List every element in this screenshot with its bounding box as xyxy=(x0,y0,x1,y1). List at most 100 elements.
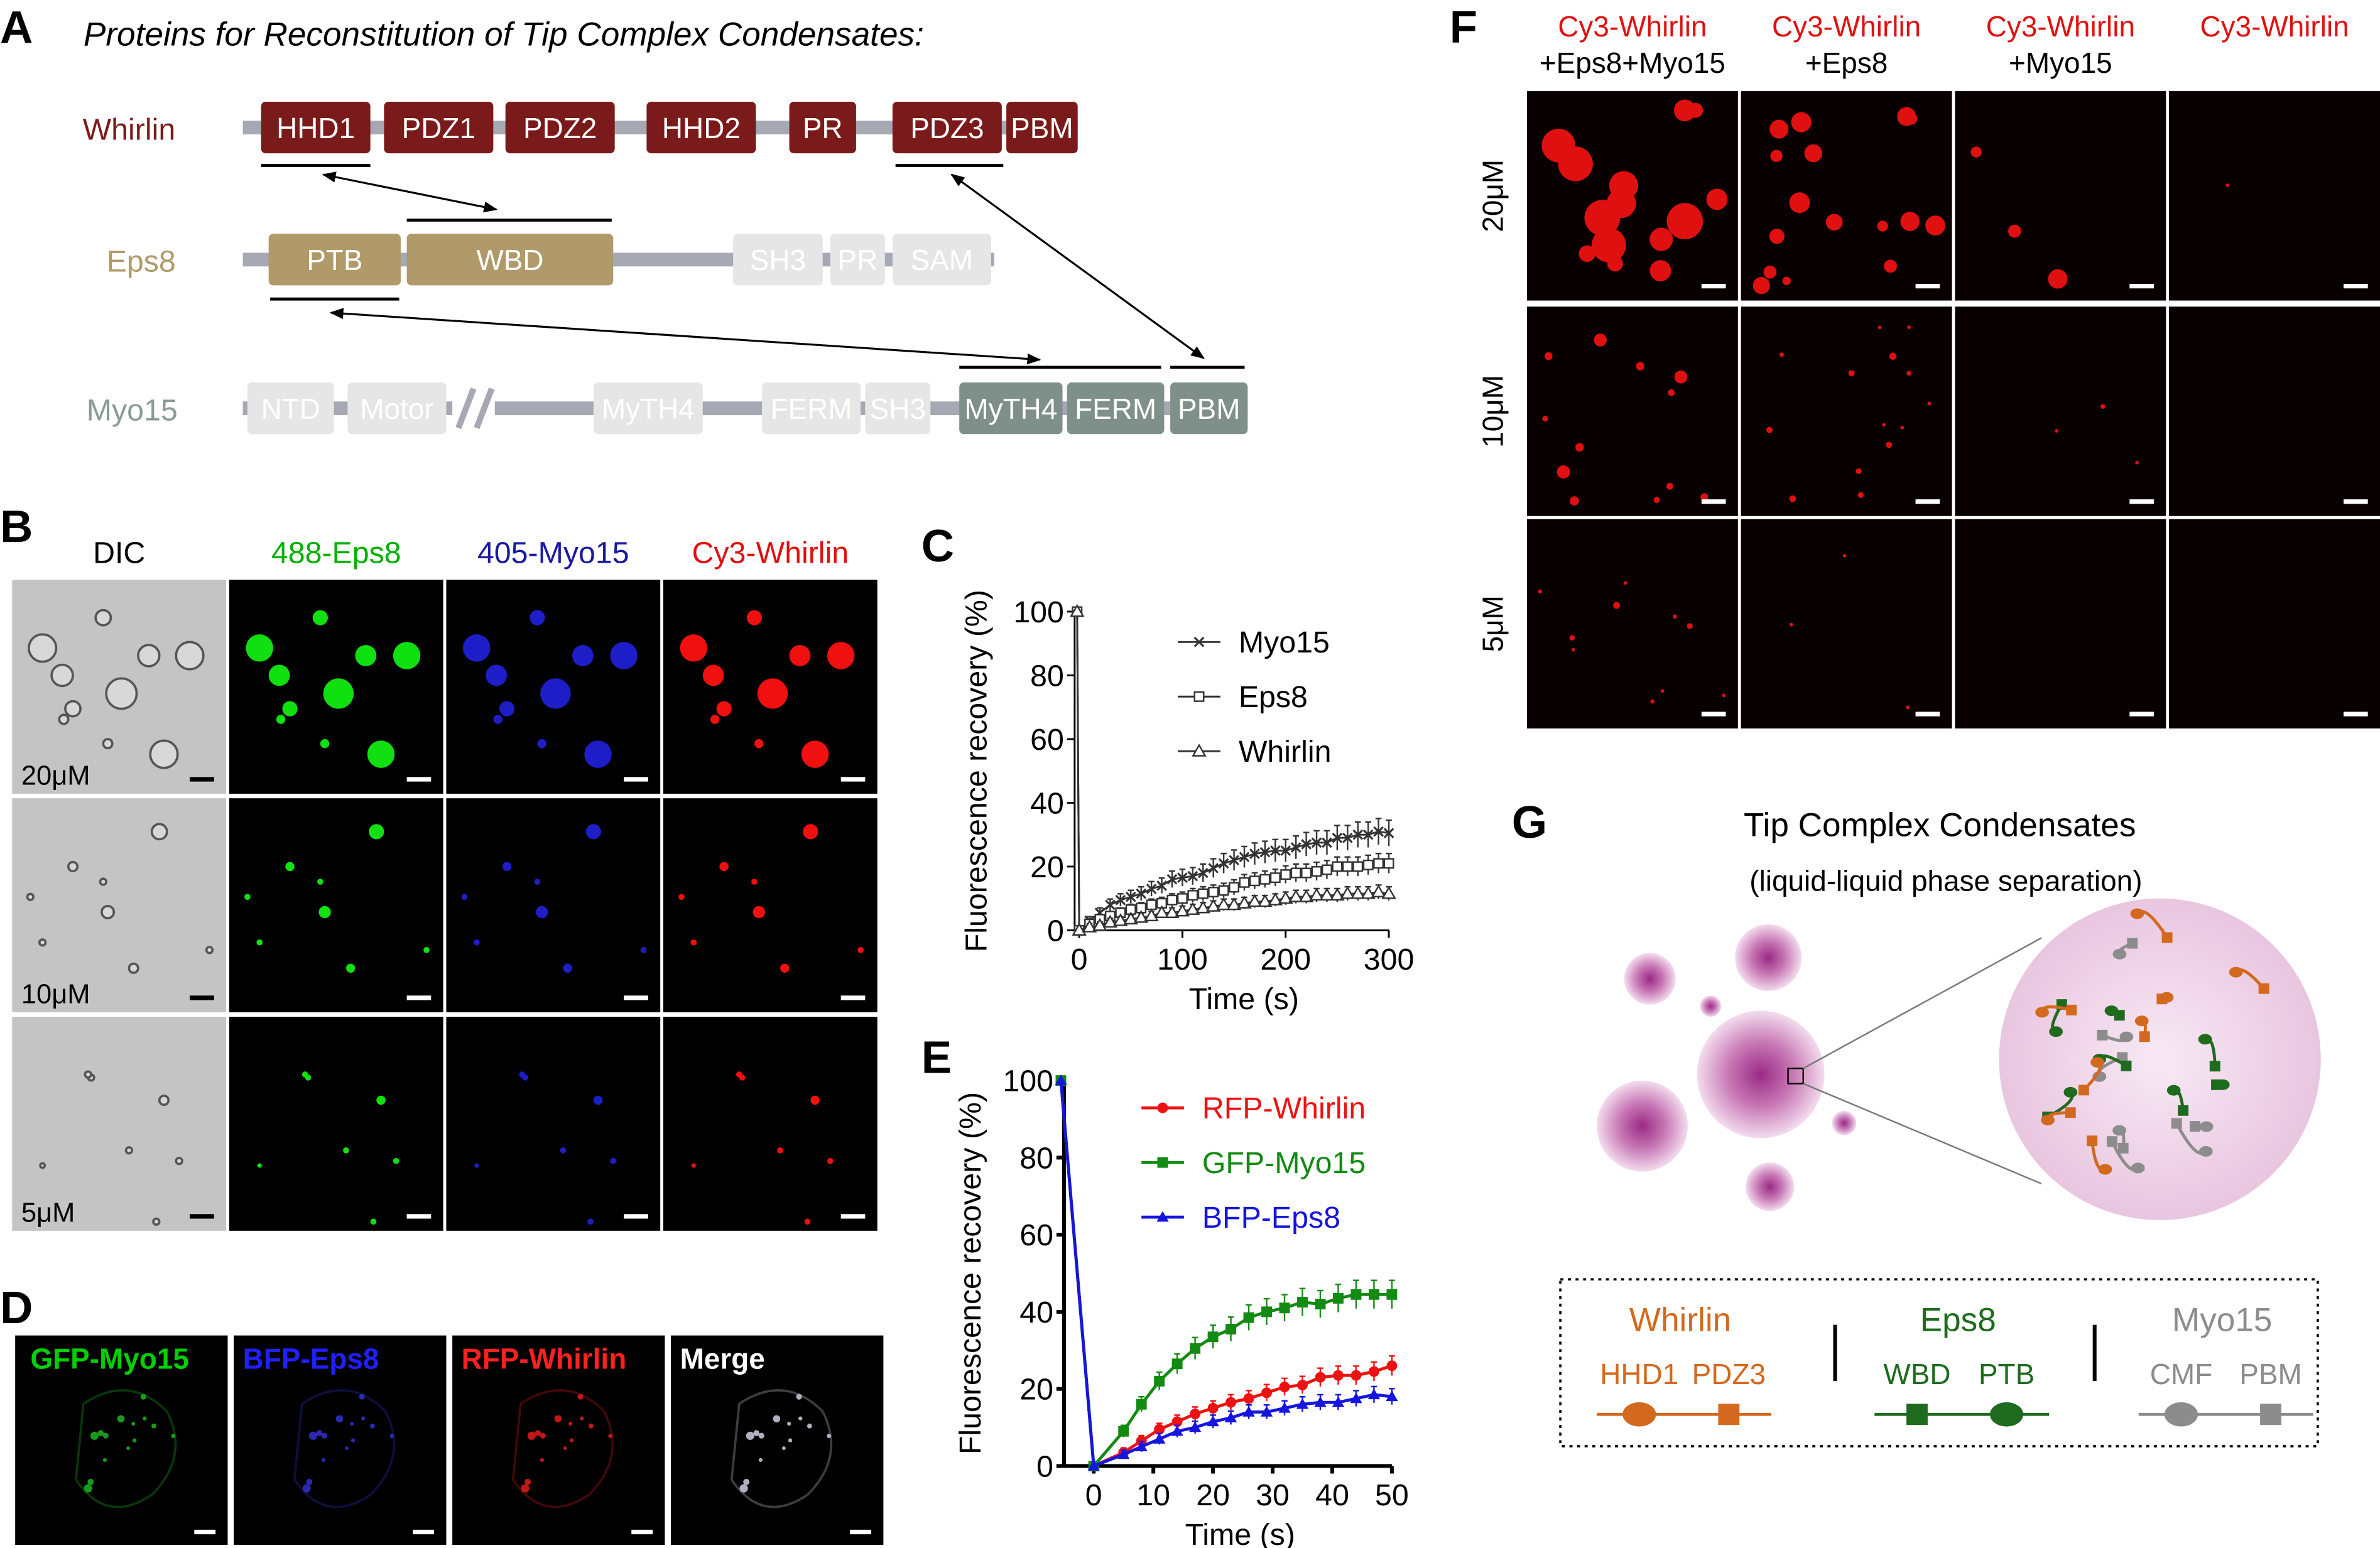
data-point xyxy=(1279,1302,1290,1314)
series-line-rfp-whirlin xyxy=(1059,1080,1393,1469)
data-point xyxy=(1218,885,1229,896)
droplet xyxy=(64,700,82,718)
data-point xyxy=(1311,837,1322,848)
droplet xyxy=(1649,227,1673,251)
droplet xyxy=(1900,425,1905,430)
protein-domain-square xyxy=(2127,938,2138,949)
row-label-concentration: 10μM xyxy=(1476,375,1509,448)
data-point xyxy=(1156,880,1167,891)
protein-name-whirlin: Whirlin xyxy=(83,112,176,146)
droplet xyxy=(530,610,545,625)
legend-protein-name: Eps8 xyxy=(1920,1301,1996,1338)
droplet xyxy=(2135,460,2139,465)
data-point xyxy=(1301,839,1312,850)
puncta xyxy=(171,1434,176,1438)
puncta xyxy=(151,1423,156,1429)
puncta xyxy=(143,1416,147,1421)
domain-box xyxy=(865,382,931,435)
data-point xyxy=(1123,911,1139,925)
droplet xyxy=(345,963,356,973)
protein-name-myo15: Myo15 xyxy=(87,393,178,427)
panel-d-cell-images: GFP-Myo15 BFP-Eps8 RFP-Whirlin Merge xyxy=(15,1335,884,1545)
droplet xyxy=(1607,188,1636,219)
droplet xyxy=(128,962,139,974)
droplet xyxy=(1668,389,1675,396)
droplet xyxy=(38,938,47,947)
data-point xyxy=(1207,1415,1219,1427)
puncta xyxy=(563,1446,567,1450)
puncta xyxy=(521,1484,530,1493)
scale-bar xyxy=(624,1214,648,1219)
legend-domain-label: WBD xyxy=(1883,1358,1950,1390)
droplet xyxy=(519,1071,526,1078)
data-point xyxy=(1301,867,1312,879)
puncta xyxy=(758,1432,764,1439)
data-point xyxy=(1332,861,1343,872)
data-point xyxy=(1072,923,1087,936)
scale-bar xyxy=(194,1529,216,1535)
droplet xyxy=(94,609,112,627)
domain-box xyxy=(347,382,447,435)
puncta xyxy=(308,1431,317,1440)
micrograph-tile xyxy=(12,798,227,1012)
droplet xyxy=(370,1218,377,1225)
cell-outline xyxy=(74,1389,177,1508)
droplet xyxy=(393,1157,399,1164)
droplet xyxy=(746,610,763,625)
legend-label: Eps8 xyxy=(1239,680,1308,714)
puncta xyxy=(316,1430,323,1436)
droplet xyxy=(58,713,70,725)
data-point xyxy=(1268,892,1283,906)
droplet xyxy=(610,642,638,669)
data-point xyxy=(1350,1289,1362,1300)
protein-domain-oval xyxy=(2166,1085,2181,1096)
droplet xyxy=(1650,699,1655,704)
puncta xyxy=(827,1434,832,1438)
droplet xyxy=(1674,370,1688,384)
data-point xyxy=(1314,1396,1327,1407)
droplet xyxy=(1666,482,1673,490)
droplet xyxy=(1688,102,1703,118)
domain-box xyxy=(384,102,494,154)
droplet xyxy=(205,946,214,955)
data-point xyxy=(1087,1459,1100,1471)
micrograph-tile xyxy=(1526,306,1738,516)
puncta xyxy=(102,1458,107,1462)
puncta xyxy=(97,1430,104,1436)
data-point xyxy=(1115,894,1126,906)
magnified-condensate xyxy=(1999,898,2321,1220)
scale-bar xyxy=(413,1529,435,1535)
droplet xyxy=(540,678,571,709)
x-tick-label: 0 xyxy=(1085,1478,1102,1512)
puncta xyxy=(753,1430,760,1436)
condensate-droplet xyxy=(1624,953,1676,1005)
droplet xyxy=(244,894,251,901)
data-point xyxy=(1154,1424,1165,1435)
droplet xyxy=(175,641,205,671)
data-point xyxy=(1105,899,1116,911)
puncta xyxy=(608,1434,613,1438)
data-point xyxy=(1259,874,1271,885)
droplet xyxy=(716,701,732,717)
legend-oval xyxy=(2164,1402,2198,1427)
droplet xyxy=(736,1071,742,1078)
data-point xyxy=(1368,1289,1379,1300)
micrograph-tile xyxy=(2169,519,2380,729)
data-point xyxy=(1350,885,1366,899)
condensate-schematic xyxy=(1597,898,2321,1220)
channel-label: RFP-Whirlin xyxy=(462,1343,627,1375)
droplet xyxy=(1538,589,1543,594)
data-point xyxy=(1311,866,1322,877)
data-point xyxy=(1290,842,1301,853)
droplet xyxy=(1782,276,1791,285)
puncta xyxy=(554,1415,562,1423)
condensate-droplet xyxy=(1735,924,1802,992)
scale-bar xyxy=(631,1529,653,1535)
legend-marker xyxy=(1156,1211,1169,1222)
droplet xyxy=(719,862,729,872)
droplet xyxy=(1700,493,1709,501)
domain-box xyxy=(646,102,756,154)
droplet xyxy=(152,1217,161,1226)
droplet xyxy=(323,678,354,709)
